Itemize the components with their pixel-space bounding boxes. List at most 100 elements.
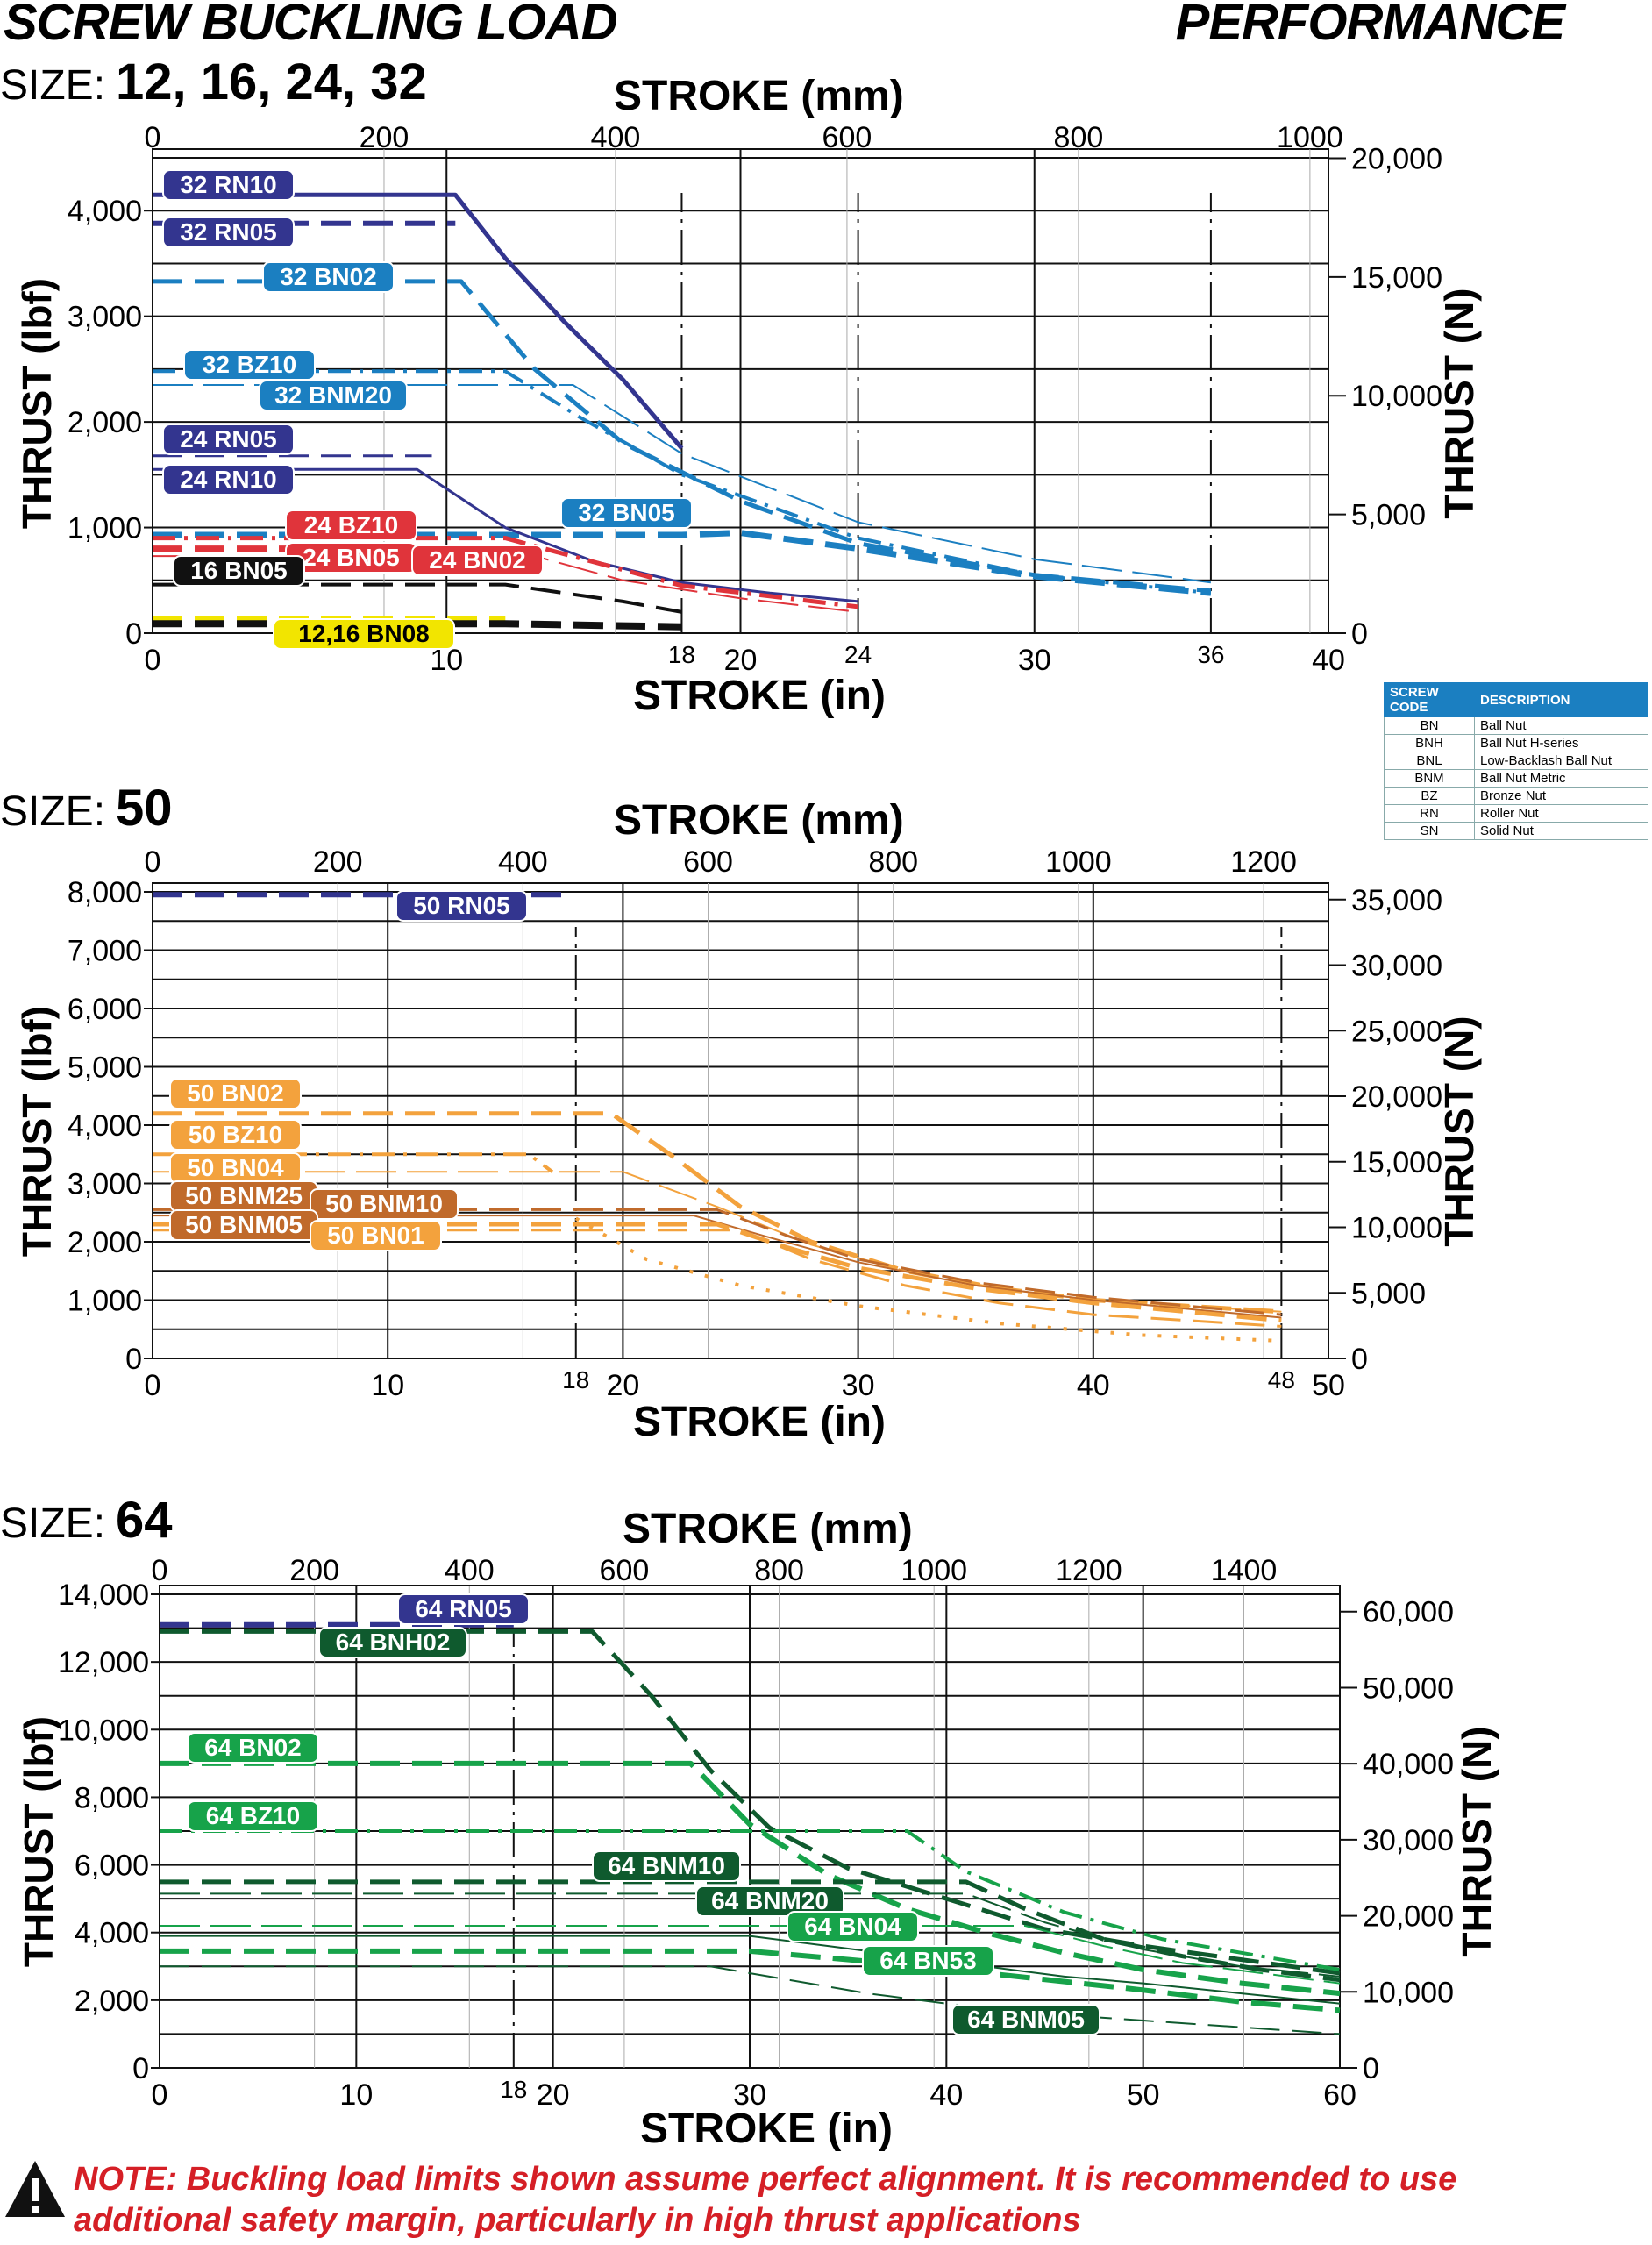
y2-tick-label: 60,000 (1363, 1596, 1454, 1629)
size-heading-3: SIZE: 64 (0, 1491, 173, 1550)
y-tick-label: 4,000 (68, 195, 142, 228)
svg-text:50 BN04: 50 BN04 (187, 1154, 284, 1181)
series-label: 64 BZ10 (187, 1800, 319, 1832)
y-tick-label: 0 (125, 1343, 142, 1376)
table-row: RN Roller Nut (1384, 804, 1648, 823)
y2-tick-label: 10,000 (1351, 1212, 1442, 1245)
svg-text:64 BNH02: 64 BNH02 (336, 1629, 451, 1656)
series-label: 12,16 BN08 (273, 618, 455, 650)
y-tick-label: 5,000 (68, 1051, 142, 1085)
y2-tick-label: 50,000 (1363, 1671, 1454, 1705)
series-line (160, 1829, 1341, 1972)
y2-tick-label: 20,000 (1351, 1080, 1442, 1114)
y-tick-label: 8,000 (68, 876, 142, 909)
y-tick-label: 12,000 (58, 1646, 149, 1679)
y2-tick-label: 20,000 (1351, 142, 1442, 175)
buckling-chart-size-50: 0 200 400 600 800 1000 1200 0 10 20 30 40 50 18 48 0 1,0… (14, 845, 1482, 1402)
x-tick-label: 30 (1018, 644, 1051, 677)
svg-text:24 BZ10: 24 BZ10 (304, 511, 398, 538)
y-tick-label: 2,000 (75, 1985, 149, 2018)
x-tick-label: 40 (929, 2078, 963, 2112)
size-label: SIZE: (0, 62, 106, 109)
mm-tick-label: 200 (289, 1554, 339, 1587)
size-label: SIZE: (0, 1500, 106, 1547)
series-label: 32 BN05 (560, 497, 693, 529)
y2-tick-label: 0 (1351, 617, 1368, 651)
x-tick-label: 40 (1312, 644, 1345, 677)
table-row: BZ Bronze Nut (1384, 787, 1648, 805)
mm-tick-label: 800 (868, 845, 918, 879)
series-label: 64 BN02 (187, 1732, 319, 1764)
y-axis-title: THRUST (lbf) (14, 1006, 60, 1257)
x-axis-title: STROKE (in) (633, 1399, 886, 1445)
y-axis-title: THRUST (lbf) (14, 278, 60, 529)
svg-text:50 BNM10: 50 BNM10 (325, 1190, 443, 1217)
series-line (160, 1965, 1341, 2035)
y2-tick-label: 40,000 (1363, 1748, 1454, 1781)
stroke-limit-label: 48 (1268, 1366, 1295, 1393)
series-label: 50 BN01 (310, 1220, 442, 1251)
svg-text:24 RN05: 24 RN05 (180, 425, 277, 453)
mm-tick-label: 400 (498, 845, 548, 879)
series-label: 24 BN05 (285, 542, 417, 574)
series-line (153, 1208, 1282, 1316)
y2-tick-label: 25,000 (1351, 1015, 1442, 1048)
y-tick-label: 3,000 (68, 301, 142, 334)
series-label: 64 BNH02 (318, 1627, 467, 1658)
series-label: 64 BNM10 (592, 1850, 741, 1882)
y2-tick-label: 5,000 (1351, 499, 1426, 532)
mm-tick-label: 1200 (1056, 1554, 1122, 1587)
y2-tick-label: 5,000 (1351, 1277, 1426, 1310)
series-line (153, 192, 684, 450)
x-tick-label: 50 (1312, 1369, 1345, 1402)
svg-text:24 BN05: 24 BN05 (303, 544, 400, 571)
svg-text:24 RN10: 24 RN10 (180, 466, 277, 493)
stroke-limit-label: 36 (1197, 641, 1224, 668)
y2-tick-label: 10,000 (1363, 1976, 1454, 2009)
safety-note: NOTE: Buckling load limits shown assume … (74, 2161, 1457, 2239)
stroke-limit-label: 18 (668, 641, 695, 668)
mm-tick-label: 1400 (1211, 1554, 1278, 1587)
y2-tick-label: 30,000 (1363, 1824, 1454, 1857)
mm-tick-label: 800 (754, 1554, 804, 1587)
series-label: 64 BN53 (862, 1945, 994, 1977)
series-label: 50 BNM05 (169, 1209, 318, 1241)
series-label: 24 RN05 (162, 424, 295, 455)
y2-tick-label: 10,000 (1351, 380, 1442, 413)
y-tick-label: 0 (125, 617, 142, 651)
mm-tick-label: 200 (360, 121, 409, 154)
series-label: 64 BN04 (787, 1911, 919, 1942)
x-tick-label: 20 (537, 2078, 570, 2112)
size-label: SIZE: (0, 788, 106, 835)
mm-tick-label: 1000 (1045, 845, 1112, 879)
svg-text:64 BN02: 64 BN02 (204, 1734, 302, 1761)
series-label: 32 BZ10 (183, 349, 316, 381)
svg-text:50 BN01: 50 BN01 (327, 1222, 424, 1249)
stroke-limit-label: 24 (844, 641, 872, 668)
svg-text:32 BZ10: 32 BZ10 (203, 351, 296, 378)
series-label: 32 RN10 (162, 169, 295, 201)
table-row: BN Ball Nut (1384, 716, 1648, 735)
y-tick-label: 8,000 (75, 1781, 149, 1814)
y-tick-label: 7,000 (68, 935, 142, 968)
series-label: 16 BN05 (173, 555, 305, 587)
svg-text:64 BNM05: 64 BNM05 (967, 2006, 1085, 2033)
x-tick-label: 20 (724, 644, 758, 677)
svg-text:64 RN05: 64 RN05 (415, 1595, 512, 1622)
size-heading-2: SIZE: 50 (0, 779, 173, 837)
stroke-limit-label: 18 (500, 2076, 527, 2103)
x-tick-label: 30 (842, 1369, 875, 1402)
y2-tick-label: 0 (1363, 2052, 1379, 2085)
series-line (153, 1215, 1282, 1319)
series-line (153, 620, 682, 631)
y2-tick-label: 15,000 (1351, 261, 1442, 295)
series-line (153, 1111, 1282, 1315)
y2-tick-label: 35,000 (1351, 884, 1442, 917)
series-line (574, 1216, 1282, 1343)
y-tick-label: 6,000 (68, 993, 142, 1026)
svg-text:16 BN05: 16 BN05 (190, 557, 288, 584)
table-row: BNL Low-Backlash Ball Nut (1384, 752, 1648, 770)
svg-text:50 BNM05: 50 BNM05 (185, 1211, 303, 1238)
series-label: 24 BN02 (411, 545, 544, 576)
